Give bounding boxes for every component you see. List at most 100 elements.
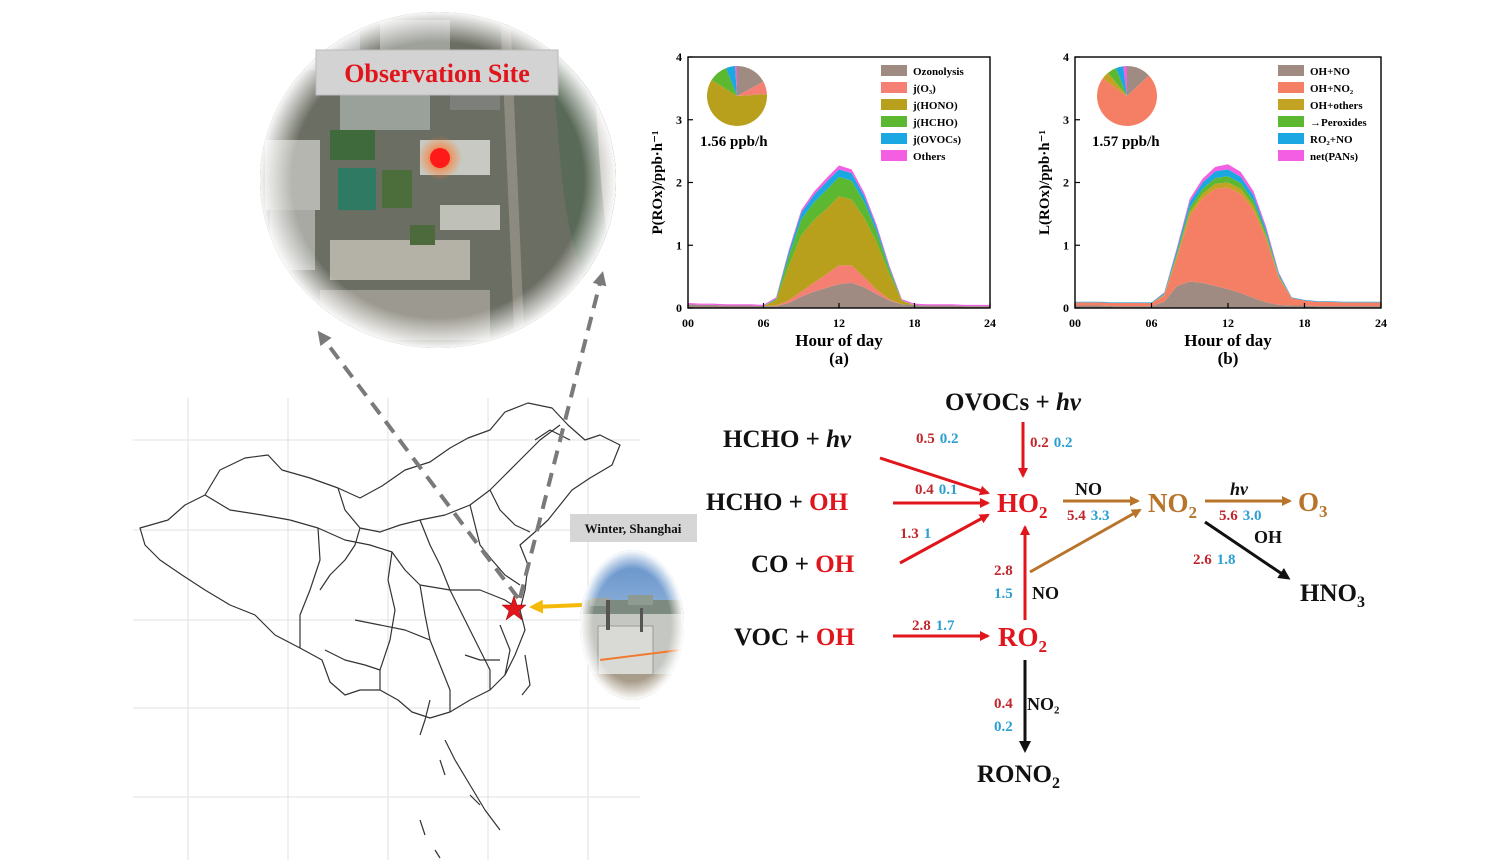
legend-swatch-a-3	[881, 116, 907, 127]
arrow-no2-to-hno3	[1204, 520, 1291, 580]
pie-slice-b-2	[1102, 72, 1127, 96]
species-hcho-hv: HCHO + hv	[723, 426, 852, 453]
legend-swatch-a-0	[881, 65, 907, 76]
satellite-image: Observation Site	[260, 12, 616, 348]
observation-site-label-box	[315, 49, 559, 96]
ytick-label-a-0: 0	[676, 301, 682, 315]
xtick-label-b-0: 00	[1069, 316, 1081, 330]
xtick-label-b-3: 18	[1299, 316, 1311, 330]
area-a-0	[688, 282, 990, 308]
pie-slice-a-2	[707, 79, 767, 126]
total-label-a: 1.56 ppb/h	[700, 134, 768, 150]
rate-ro2-no2-blue: 0.2	[994, 719, 1013, 735]
xtick-label-a-3: 18	[909, 316, 921, 330]
panel-label-b: (b)	[1218, 349, 1239, 368]
arrow-ro2-to-no2	[1029, 508, 1142, 574]
species-ovocs-hv: OVOCs + hv	[945, 389, 1082, 416]
label-hv-right: hv	[1230, 479, 1249, 499]
xtick-label-a-4: 24	[984, 316, 996, 330]
rate-ro2-no-red: 2.8	[994, 563, 1013, 579]
label-oh-right: OH	[1254, 527, 1282, 547]
site-photo	[580, 550, 684, 700]
pie-slice-b-3	[1107, 68, 1127, 96]
ytick-label-a-1: 1	[676, 238, 682, 252]
ytick-label-b-0: 0	[1063, 301, 1069, 315]
species-voc-oh: VOC + OH	[734, 624, 855, 651]
location-label: Winter, Shanghai	[585, 521, 682, 536]
ytick-label-b-4: 4	[1063, 50, 1069, 64]
xtick-label-b-1: 06	[1146, 316, 1158, 330]
legend-swatch-b-0	[1278, 65, 1304, 76]
ytick-label-b-3: 3	[1063, 113, 1069, 127]
rate-ovocs-hv: 0.2 0.2	[1030, 435, 1073, 451]
pie-slice-a-3	[711, 68, 737, 96]
panel-label-a: (a)	[829, 349, 849, 368]
dashed-arrow-left	[317, 330, 520, 600]
yellow-arrow	[529, 599, 583, 614]
species-rono2: RONO2	[977, 761, 1060, 792]
shanghai-star-icon	[501, 595, 527, 621]
pie-slice-b-0	[1127, 66, 1149, 96]
rate-ro2-no-blue: 1.5	[994, 586, 1013, 602]
species-hno3: HNO3	[1300, 580, 1365, 611]
xtick-label-b-2: 12	[1222, 316, 1234, 330]
species-no2: NO2	[1148, 488, 1197, 522]
legend-swatch-b-4	[1278, 133, 1304, 144]
xtick-label-a-1: 06	[758, 316, 770, 330]
dashed-arrow-right	[518, 271, 607, 599]
legend-label-a-0: Ozonolysis	[913, 66, 964, 78]
pie-slice-a-1	[737, 81, 767, 96]
legend-label-a-3: j(HCHO)	[912, 117, 958, 129]
species-ro2: RO2	[998, 622, 1047, 656]
legend-swatch-a-1	[881, 82, 907, 93]
label-no-mid: NO	[1032, 583, 1059, 603]
site-marker-dot	[430, 148, 450, 168]
ytick-label-b-2: 2	[1063, 176, 1069, 190]
pie-slice-b-5	[1123, 66, 1127, 96]
legend-label-b-4: RO₂+NO	[1310, 134, 1353, 146]
pie-slice-a-0	[737, 66, 764, 96]
ytick-label-a-2: 2	[676, 176, 682, 190]
legend-label-b-1: OH+NO₂	[1310, 83, 1354, 95]
china-outline	[139, 402, 621, 859]
pie-slice-a-5	[735, 66, 737, 96]
legend-swatch-b-2	[1278, 99, 1304, 110]
location-label-box	[570, 514, 697, 542]
legend-label-a-5: Others	[913, 151, 946, 163]
legend-label-b-2: OH+others	[1310, 100, 1363, 112]
ytick-label-a-4: 4	[676, 50, 682, 64]
legend-label-b-5: net(PANs)	[1310, 151, 1358, 163]
rate-ho2-no: 5.4 3.3	[1067, 508, 1110, 524]
species-o3: O3	[1298, 487, 1328, 521]
legend-swatch-b-5	[1278, 150, 1304, 161]
rate-hcho-hv: 0.5 0.2	[916, 431, 959, 447]
legend-label-a-4: j(OVOCs)	[912, 134, 961, 146]
ylabel-b: L(ROx)/ppb·h⁻¹	[1037, 130, 1053, 235]
legend-label-a-2: j(HONO)	[912, 100, 958, 112]
ytick-label-a-3: 3	[676, 113, 682, 127]
arrow-co-oh-to-ho2	[899, 513, 990, 565]
rate-no2-hv: 5.6 3.0	[1219, 508, 1262, 524]
rate-ro2-no2-red: 0.4	[994, 696, 1013, 712]
ylabel-a: P(ROx)/ppb·h⁻¹	[650, 130, 666, 234]
pie-slice-a-4	[725, 66, 737, 96]
legend-swatch-b-1	[1278, 82, 1304, 93]
area-a-1	[688, 265, 990, 307]
xtick-label-a-0: 00	[682, 316, 694, 330]
area-b-1	[1075, 187, 1381, 307]
species-co-oh: CO + OH	[751, 551, 855, 578]
area-a-2	[688, 196, 990, 307]
rate-co-oh: 1.3 1	[900, 526, 931, 542]
area-b-0	[1075, 281, 1381, 308]
xtick-label-b-4: 24	[1375, 316, 1387, 330]
species-ho2: HO2	[997, 488, 1048, 522]
legend-label-b-3: →Peroxides	[1310, 117, 1367, 129]
pie-slice-b-4	[1115, 66, 1127, 96]
legend-swatch-a-5	[881, 150, 907, 161]
china-map	[133, 398, 640, 860]
rate-voc-oh: 2.8 1.7	[912, 618, 955, 634]
legend-label-b-0: OH+NO	[1310, 66, 1350, 78]
